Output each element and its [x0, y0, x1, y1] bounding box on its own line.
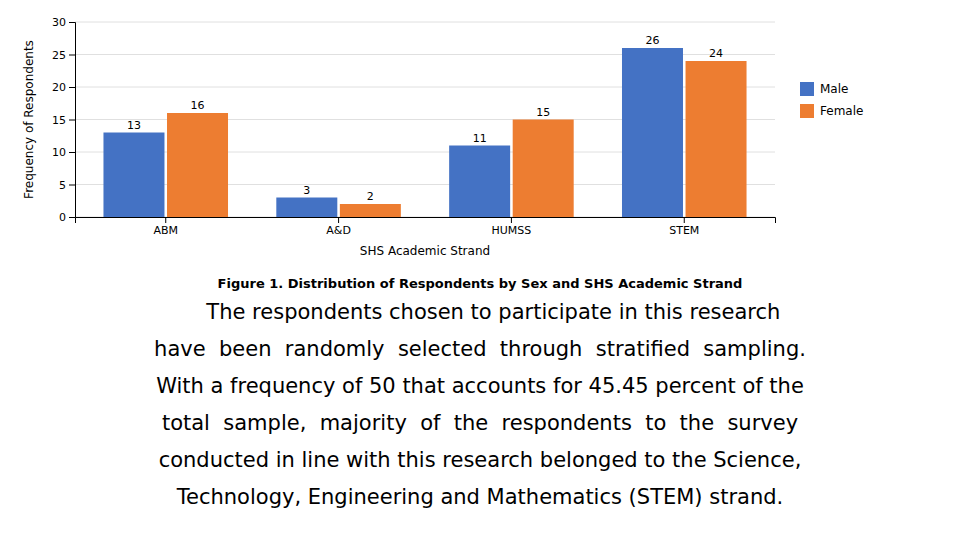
y-tick: 20 — [52, 81, 75, 94]
plot: 0 5 10 15 20 25 30 ABM A&D HUMSS STEM 13 3 11 26 16 2 15 2… — [22, 16, 776, 258]
bars — [103, 48, 746, 217]
annotation: have been randomly selected through stra… — [154, 337, 806, 361]
y-tick-mark — [69, 87, 75, 88]
legend-swatch — [800, 104, 814, 118]
x-axis-title: SHS Academic Strand — [360, 244, 490, 258]
annotation: total sample, majority of the respondent… — [162, 411, 798, 435]
x-axis-line — [76, 218, 776, 224]
bar — [686, 61, 747, 217]
bar — [513, 120, 574, 218]
y-axis: 0 5 10 15 20 25 30 — [52, 16, 76, 224]
data-label: 3 — [303, 184, 310, 197]
bar-series — [103, 48, 683, 217]
x-tick-label: ABM — [153, 224, 178, 237]
y-tick-mark — [69, 120, 75, 121]
y-tick: 5 — [59, 179, 75, 192]
y-tick-label: 15 — [52, 114, 66, 127]
grid — [75, 22, 775, 217]
bar — [340, 204, 401, 217]
annotations: The respondents chosen to participate in… — [154, 300, 806, 509]
y-tick-label: 10 — [52, 146, 66, 159]
bar — [103, 133, 164, 218]
chart: 0 5 10 15 20 25 30 ABM A&D HUMSS STEM 13 3 11 26 16 2 15 2… — [0, 0, 960, 540]
y-tick: 0 — [59, 211, 75, 224]
y-tick-label: 20 — [52, 81, 66, 94]
annotation: Technology, Engineering and Mathematics … — [176, 485, 783, 509]
x-axis: ABM A&D HUMSS STEM — [76, 217, 776, 237]
data-label: 2 — [367, 190, 374, 203]
y-tick-mark — [69, 152, 75, 153]
data-labels: 13 3 11 26 16 2 15 24 — [127, 34, 723, 203]
background — [0, 0, 960, 540]
data-label: 16 — [191, 99, 205, 112]
y-tick-label: 25 — [52, 49, 66, 62]
data-label: 26 — [645, 34, 659, 47]
y-tick-mark — [69, 55, 75, 56]
x-tick-label: STEM — [669, 224, 699, 237]
legend-label: Male — [820, 82, 848, 96]
y-tick-label: 30 — [52, 16, 66, 29]
data-label: 24 — [709, 47, 723, 60]
x-tick: ABM — [153, 217, 178, 237]
x-tick: A&D — [326, 217, 351, 237]
x-tick-mark — [511, 217, 512, 223]
bar — [276, 198, 337, 218]
bar — [449, 146, 510, 218]
title: Figure 1. Distribution of Respondents by… — [218, 276, 743, 291]
y-tick: 25 — [52, 49, 75, 62]
y-tick-label: 5 — [59, 179, 66, 192]
y-axis-line — [69, 23, 76, 218]
x-tick-label: HUMSS — [492, 224, 532, 237]
y-tick-label: 0 — [59, 211, 66, 224]
y-tick-mark — [69, 217, 75, 218]
x-tick-mark — [165, 217, 166, 223]
legend-item: Female — [800, 104, 863, 119]
annotation: The respondents chosen to participate in… — [180, 300, 781, 324]
bar-series — [167, 61, 747, 217]
legend-swatch — [800, 82, 814, 96]
x-tick: HUMSS — [492, 217, 532, 237]
y-tick-mark — [69, 22, 75, 23]
y-tick: 10 — [52, 146, 75, 159]
x-tick: STEM — [669, 217, 699, 237]
x-tick-label: A&D — [326, 224, 351, 237]
data-label: 13 — [127, 119, 141, 132]
y-tick-mark — [69, 185, 75, 186]
x-tick-mark — [684, 217, 685, 223]
annotation: conducted in line with this research bel… — [159, 448, 802, 472]
data-label: 15 — [536, 106, 550, 119]
y-tick: 15 — [52, 114, 75, 127]
bar — [167, 113, 228, 217]
bar — [622, 48, 683, 217]
legend: Male Female — [800, 82, 863, 119]
annotation: With a frequency of 50 that accounts for… — [156, 374, 804, 398]
y-axis-title: Frequency of Respondents — [22, 40, 36, 199]
grid-line — [75, 22, 775, 23]
data-label: 11 — [473, 132, 487, 145]
x-tick-mark — [338, 217, 339, 223]
y-tick: 30 — [52, 16, 75, 29]
legend-label: Female — [820, 104, 863, 118]
legend-item: Male — [800, 82, 848, 97]
